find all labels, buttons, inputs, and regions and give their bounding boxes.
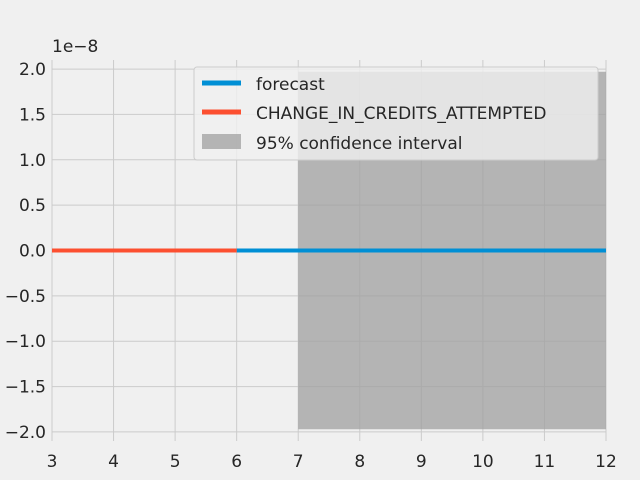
x-tick-label-7: 10 [472,452,494,472]
y-tick-label-0: −2.0 [5,423,46,443]
y-axis-ticks: −2.0 −1.5 −1.0 −0.5 0.0 0.5 1.0 1.5 2.0 [5,60,46,443]
x-tick-label-9: 12 [595,452,617,472]
legend-label-confidence-interval: 95% confidence interval [256,134,462,154]
x-tick-label-1: 4 [108,452,119,472]
x-tick-label-5: 8 [354,452,365,472]
x-tick-label-2: 5 [170,452,181,472]
legend: forecast CHANGE_IN_CREDITS_ATTEMPTED 95%… [193,66,599,161]
legend-label-credits: CHANGE_IN_CREDITS_ATTEMPTED [256,104,547,124]
y-tick-label-1: −1.5 [5,378,46,398]
y-tick-label-3: −0.5 [5,287,46,307]
y-tick-label-8: 2.0 [19,60,46,80]
y-tick-label-2: −1.0 [5,332,46,352]
y-tick-label-4: 0.0 [19,242,46,262]
y-tick-label-6: 1.0 [19,151,46,171]
x-tick-label-4: 7 [293,452,304,472]
legend-label-forecast: forecast [256,75,325,95]
legend-swatch-confidence-interval [202,134,241,149]
x-tick-label-0: 3 [47,452,58,472]
x-tick-label-8: 11 [534,452,556,472]
y-axis-offset-label: 1e−8 [52,37,98,57]
legend-box [193,66,599,161]
y-tick-label-5: 0.5 [19,196,46,216]
x-tick-label-6: 9 [416,452,427,472]
y-tick-label-7: 1.5 [19,105,46,125]
x-axis-ticks: 3 4 5 6 7 8 9 10 11 12 [47,452,617,472]
x-tick-label-3: 6 [231,452,242,472]
